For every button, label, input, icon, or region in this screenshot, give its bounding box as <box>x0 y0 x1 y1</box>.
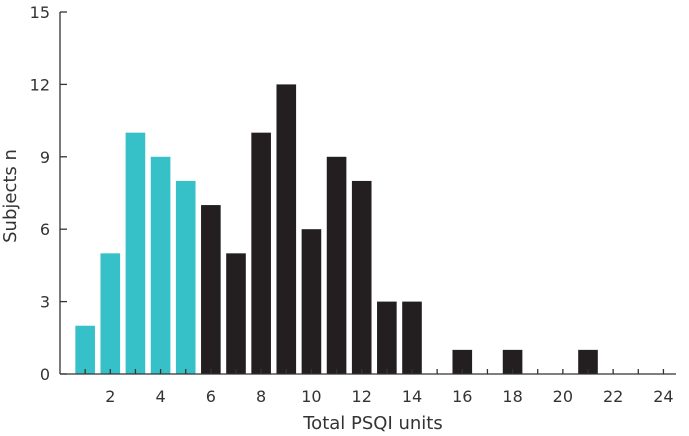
bar-18 <box>502 349 523 374</box>
bar-10 <box>301 229 322 374</box>
x-tick-label: 10 <box>301 387 321 406</box>
x-tick-label: 18 <box>502 387 522 406</box>
x-axis-title: Total PSQI units <box>302 413 443 434</box>
bar-21 <box>578 349 598 374</box>
y-tick-label: 12 <box>30 75 50 94</box>
bar-3 <box>125 132 146 374</box>
x-tick-label: 6 <box>206 387 216 406</box>
y-axis-title: Subjects n <box>0 149 21 243</box>
bar-11 <box>326 156 347 374</box>
y-tick-label: 9 <box>40 148 50 167</box>
bar-4 <box>150 156 171 374</box>
x-tick-label: 4 <box>155 387 165 406</box>
bar-2 <box>100 253 121 374</box>
bar-12 <box>351 180 372 374</box>
y-tick-label: 6 <box>40 220 50 239</box>
bars-group <box>75 84 598 375</box>
bar-8 <box>251 132 271 374</box>
bar-13 <box>377 301 397 374</box>
x-tick-label: 22 <box>603 387 623 406</box>
y-ticks: 0 3 6 9 12 15 <box>30 3 67 384</box>
bar-9 <box>276 84 297 375</box>
y-axis: 0 3 6 9 12 15 <box>30 3 67 384</box>
bar-6 <box>201 205 221 374</box>
x-tick-label: 24 <box>653 387 673 406</box>
y-tick-label: 3 <box>40 293 50 312</box>
bar-7 <box>226 253 246 374</box>
x-tick-label: 12 <box>352 387 372 406</box>
x-tick-label: 2 <box>105 387 115 406</box>
x-ticks: 2 4 6 8 10 12 14 16 18 20 22 24 <box>84 369 674 406</box>
x-tick-label: 20 <box>553 387 573 406</box>
bar-5 <box>175 180 196 374</box>
x-axis: 2 4 6 8 10 12 14 16 18 20 22 24 <box>60 369 676 406</box>
x-tick-label: 8 <box>256 387 266 406</box>
y-tick-label: 15 <box>30 3 50 22</box>
x-tick-label: 14 <box>402 387 422 406</box>
x-tick-label: 16 <box>452 387 472 406</box>
bar-1 <box>75 325 95 374</box>
bar-16 <box>452 349 473 374</box>
bar-14 <box>402 301 422 374</box>
y-tick-label: 0 <box>40 365 50 384</box>
